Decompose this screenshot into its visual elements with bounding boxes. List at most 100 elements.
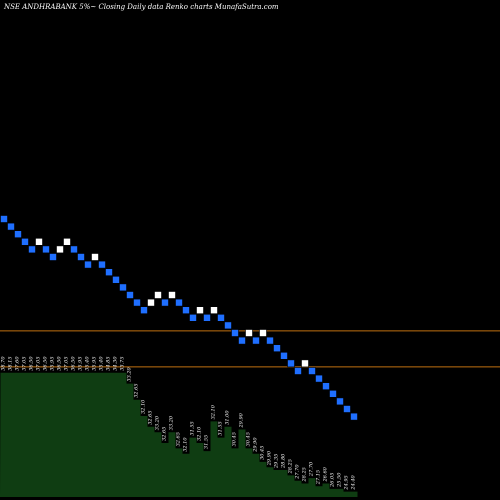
price-label: 30.45: [260, 446, 266, 460]
price-label: 33.20: [169, 415, 175, 430]
price-label: 29.90: [253, 437, 259, 453]
renko-brick-down: [42, 245, 50, 254]
renko-brick-down: [112, 275, 120, 284]
renko-brick-up: [35, 238, 43, 246]
price-label: 37.05: [36, 356, 42, 370]
price-label: 38.15: [8, 356, 14, 370]
renko-brick-up: [168, 291, 176, 299]
price-label: 36.50: [71, 356, 77, 371]
price-label: 38.70: [1, 356, 7, 371]
price-label: 24.95: [344, 475, 350, 490]
price-label: 36.50: [43, 356, 49, 371]
renko-brick-down: [315, 374, 323, 383]
price-label: 37.60: [15, 356, 21, 371]
renko-bricks: [0, 215, 358, 421]
price-label: 36.50: [57, 356, 63, 371]
renko-brick-down: [119, 283, 127, 292]
renko-brick-down: [14, 230, 22, 238]
chart-title: NSE ANDHRABANK 5%~ Closing Daily data Re…: [3, 3, 279, 11]
renko-brick-down: [133, 298, 141, 307]
price-label: 36.50: [29, 356, 35, 371]
price-label: 35.40: [85, 356, 91, 371]
renko-brick-down: [273, 344, 281, 353]
renko-brick-down: [77, 253, 85, 261]
renko-brick-down: [252, 336, 260, 345]
renko-brick-up: [245, 329, 253, 337]
renko-brick-down: [28, 245, 36, 254]
renko-brick-down: [287, 359, 295, 368]
renko-brick-down: [266, 336, 274, 345]
price-label: 35.95: [78, 356, 84, 370]
price-label: 24.40: [351, 474, 357, 490]
price-label: 27.70: [309, 461, 315, 477]
price-labels: 38.70 38.15 37.60 37.05 36.50 37.05 36.50 35.95…: [1, 356, 357, 491]
price-label: 32.65: [176, 432, 182, 446]
renko-brick-down: [70, 245, 78, 254]
renko-brick-down: [217, 313, 225, 322]
price-label: 31.55: [190, 421, 196, 435]
price-label: 35.40: [99, 356, 105, 371]
price-label: 35.95: [92, 356, 98, 370]
renko-brick-up: [154, 291, 162, 299]
price-label: 29.35: [274, 454, 280, 469]
price-label: 34.30: [113, 356, 119, 371]
price-label: 32.65: [162, 427, 168, 441]
renko-brick-down: [238, 336, 246, 345]
renko-brick-up: [63, 238, 71, 246]
renko-brick-down: [126, 291, 134, 299]
renko-brick-down: [203, 313, 211, 322]
renko-brick-down: [224, 321, 232, 330]
price-label: 32.10: [183, 437, 189, 452]
renko-brick-down: [294, 367, 302, 375]
renko-brick-down: [189, 313, 197, 322]
renko-brick-down: [343, 405, 351, 413]
renko-brick-down: [308, 367, 316, 375]
renko-brick-down: [49, 253, 57, 261]
price-label: 28.25: [288, 459, 294, 474]
price-label: 31.00: [225, 410, 231, 425]
price-label: 32.65: [148, 410, 154, 424]
renko-brick-down: [280, 351, 288, 360]
renko-brick-up: [210, 306, 218, 315]
renko-brick-up: [91, 253, 99, 261]
price-label: 33.20: [127, 366, 133, 381]
renko-brick-up: [301, 359, 309, 368]
renko-brick-down: [98, 260, 106, 269]
renko-brick-down: [336, 397, 344, 406]
price-label: 28.80: [281, 453, 287, 469]
price-label: 32.10: [211, 404, 217, 419]
renko-brick-down: [322, 382, 330, 391]
price-label: 32.10: [141, 399, 147, 414]
price-label: 27.15: [316, 470, 322, 485]
price-label: 31.55: [218, 421, 224, 435]
price-label: 29.90: [267, 450, 273, 466]
price-label: 26.05: [330, 473, 336, 488]
renko-brick-down: [0, 215, 8, 223]
renko-brick-down: [7, 222, 15, 231]
price-label: 35.95: [50, 356, 56, 370]
renko-brick-down: [329, 389, 337, 398]
renko-brick-up: [56, 245, 64, 254]
price-label: 31.55: [204, 435, 210, 449]
volume-area: [0, 372, 358, 497]
renko-brick-down: [350, 412, 358, 421]
price-label: 26.60: [323, 466, 329, 482]
price-label: 27.70: [295, 464, 301, 480]
price-label: 34.85: [106, 356, 112, 370]
price-label: 30.45: [246, 432, 252, 446]
renko-brick-down: [175, 298, 183, 307]
renko-brick-down: [21, 238, 29, 246]
renko-brick-up: [196, 306, 204, 315]
price-label: 25.50: [337, 472, 343, 488]
price-label: 30.45: [232, 432, 238, 446]
renko-brick-down: [231, 329, 239, 337]
renko-brick-down: [105, 268, 113, 277]
volume-area-fill: [0, 372, 358, 497]
price-label: 32.10: [197, 426, 203, 441]
renko-brick-down: [140, 306, 148, 315]
price-label: 33.20: [155, 415, 161, 430]
renko-brick-down: [161, 298, 169, 307]
renko-brick-up: [147, 298, 155, 307]
renko-brick-up: [259, 329, 267, 337]
